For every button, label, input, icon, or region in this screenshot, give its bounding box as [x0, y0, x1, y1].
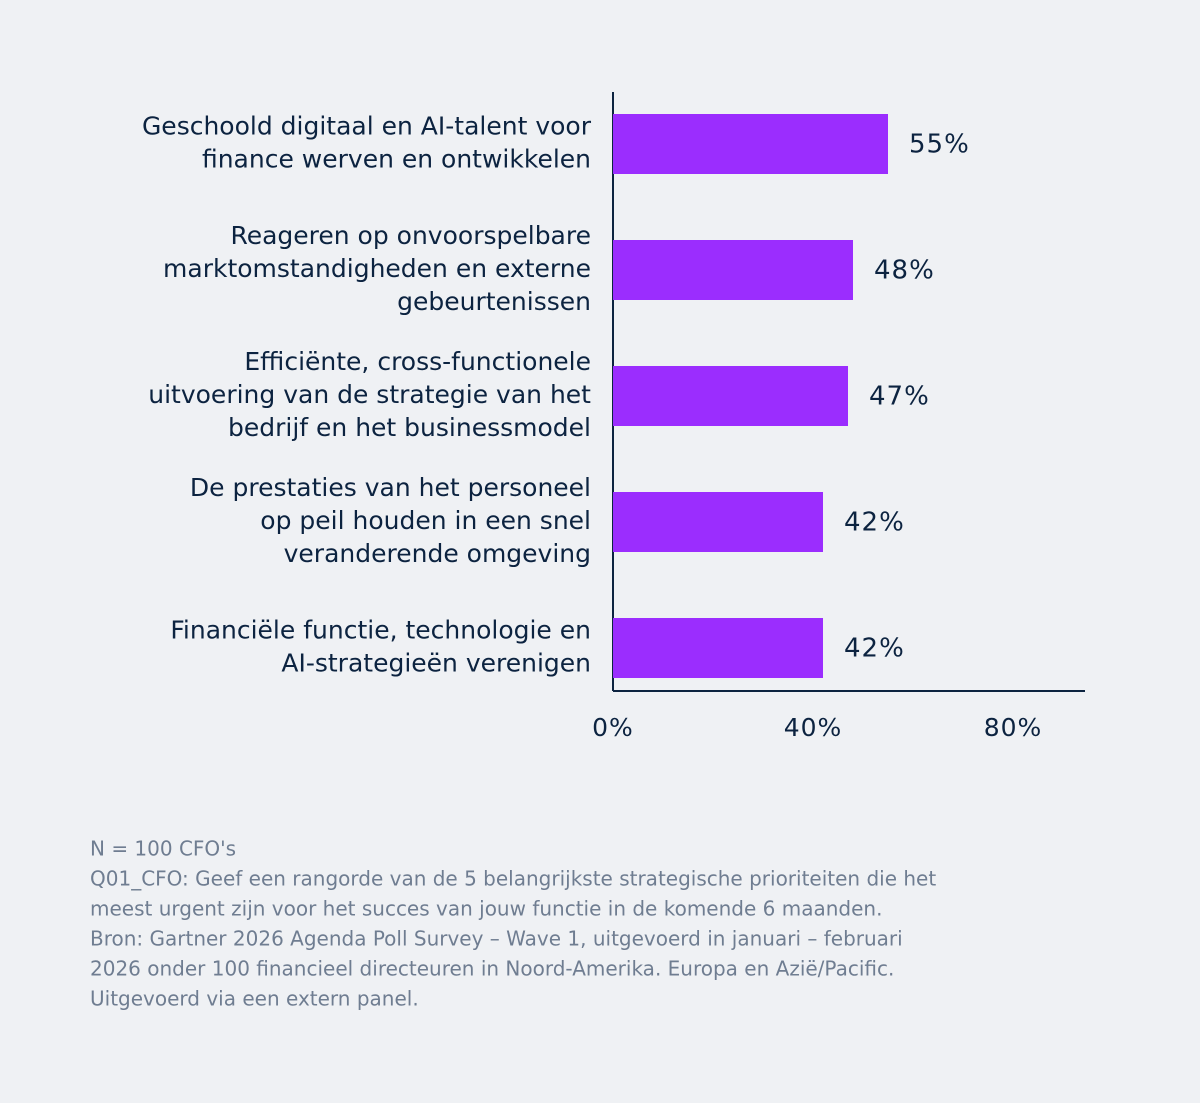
category-label: Geschoold digitaal en AI-talent voor fina… [142, 112, 592, 174]
category-label-line: AI-strategieën verenigen [281, 649, 591, 678]
x-tick-label: 0% [592, 713, 634, 742]
bar [613, 492, 823, 552]
category-label: De prestaties van het personeel op peil h… [190, 473, 591, 568]
value-label: 42% [844, 508, 905, 538]
footnote: N = 100 CFO's [90, 837, 236, 861]
bar [613, 366, 848, 426]
category-label: Reageren op onvoorspelbare marktomstandig… [163, 221, 591, 316]
category-label-line: veranderende omgeving [284, 539, 591, 568]
category-label-line: uitvoering van de strategie van het [148, 380, 591, 409]
category-label-line: Geschoold digitaal en AI-talent voor [142, 112, 592, 141]
category-label-line: finance werven en ontwikkelen [202, 145, 591, 174]
bar [613, 114, 888, 174]
category-label-line: Reageren op onvoorspelbare [230, 221, 591, 250]
value-label: 47% [869, 382, 930, 412]
category-label-line: Efficiënte, cross-functionele [244, 347, 591, 376]
footnote: Q01_CFO: Geef een rangorde van de 5 bela… [90, 867, 936, 891]
bar [613, 240, 853, 300]
category-label-line: gebeurtenissen [397, 287, 591, 316]
category-label-line: bedrijf en het businessmodel [228, 413, 591, 442]
footnote: 2026 onder 100 financieel directeuren in… [90, 957, 894, 981]
value-label: 42% [844, 634, 905, 664]
x-tick-label: 40% [784, 713, 843, 742]
category-label-line: op peil houden in een snel [260, 506, 591, 535]
value-label: 55% [909, 130, 970, 160]
x-tick-label: 80% [984, 713, 1043, 742]
category-label: Efficiënte, cross-functionele uitvoering … [148, 347, 591, 442]
value-label: 48% [874, 256, 935, 286]
category-label: Financiële functie, technologie en AI-str… [170, 616, 591, 678]
category-label-line: De prestaties van het personeel [190, 473, 591, 502]
footnote: meest urgent zijn voor het succes van jo… [90, 897, 882, 921]
category-label-line: Financiële functie, technologie en [170, 616, 591, 645]
bar [613, 618, 823, 678]
category-label-line: marktomstandigheden en externe [163, 254, 591, 283]
footnote: Uitgevoerd via een extern panel. [90, 987, 419, 1011]
footnote: Bron: Gartner 2026 Agenda Poll Survey – … [90, 927, 903, 951]
